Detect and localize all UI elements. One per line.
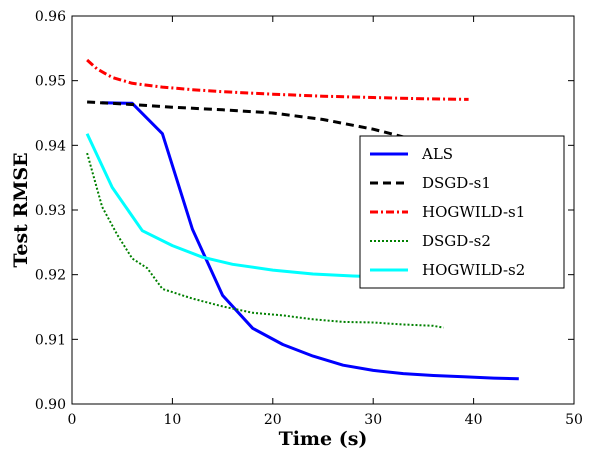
- legend-label-dsgd-s2: DSGD-s2: [422, 232, 491, 250]
- y-tick-label: 0.94: [35, 138, 66, 154]
- series-layer: [85, 58, 519, 381]
- legend-label-hogwild-s2: HOGWILD-s2: [422, 261, 525, 279]
- y-tick-label: 0.92: [35, 268, 66, 284]
- series-line-hogwild-s1: [86, 58, 469, 101]
- legend: ALS DSGD-s1 HOGWILD-s1 DSGD-s2 HOGWILD-s2: [359, 135, 565, 289]
- y-tick-label: 0.95: [35, 74, 66, 90]
- x-tick-label: 30: [364, 412, 382, 428]
- x-tick-label: 40: [465, 412, 483, 428]
- series-line-hogwild-s2: [85, 133, 374, 279]
- x-tick-label: 10: [163, 412, 181, 428]
- x-tick-label: 0: [68, 412, 77, 428]
- y-tick-label: 0.90: [35, 397, 66, 413]
- series-line-dsgd-s1: [87, 100, 404, 139]
- x-axis-title: Time (s): [279, 428, 368, 450]
- x-tick-label: 20: [264, 412, 282, 428]
- x-tick-label: 50: [565, 412, 583, 428]
- series-line-dsgd-s2: [86, 152, 444, 329]
- series-line-als: [102, 101, 519, 381]
- y-tick-label: 0.96: [35, 9, 66, 25]
- ticks-layer: 0 10 20 30 40 50 0.90 0.91 0.92 0.93 0.94 0.95 0.96: [35, 9, 583, 428]
- legend-label-dsgd-s1: DSGD-s1: [422, 174, 491, 192]
- legend-label-hogwild-s1: HOGWILD-s1: [422, 203, 525, 221]
- legend-label-als: ALS: [421, 145, 453, 163]
- y-tick-label: 0.93: [35, 203, 66, 219]
- y-axis-title: Test RMSE: [10, 152, 32, 267]
- y-tick-label: 0.91: [35, 332, 66, 348]
